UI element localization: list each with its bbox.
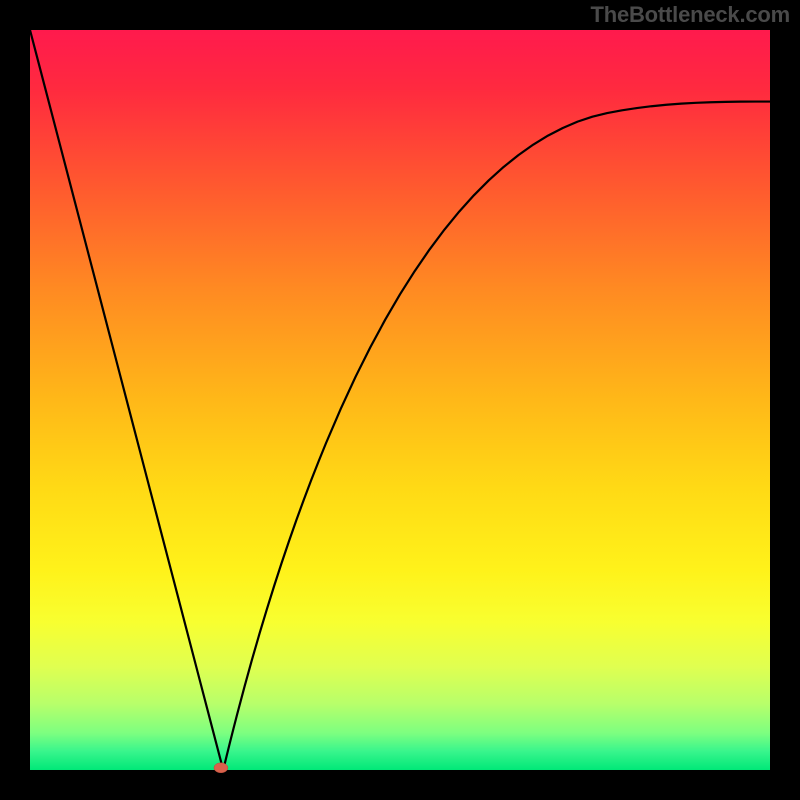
watermark-text: TheBottleneck.com bbox=[590, 2, 790, 28]
chart-svg bbox=[0, 0, 800, 800]
minimum-marker bbox=[214, 763, 228, 773]
chart-container: TheBottleneck.com bbox=[0, 0, 800, 800]
